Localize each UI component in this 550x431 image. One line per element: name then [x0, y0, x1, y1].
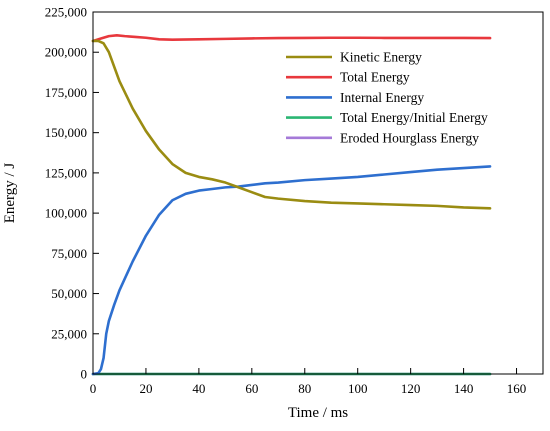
x-tick-label: 120: [401, 381, 421, 396]
y-tick-label: 100,000: [45, 206, 87, 221]
y-tick-label: 175,000: [45, 85, 87, 100]
x-tick-label: 80: [298, 381, 311, 396]
x-tick-label: 60: [245, 381, 258, 396]
x-axis: 0 20 40 60 80 100 120 140 160: [90, 368, 527, 396]
y-tick-label: 150,000: [45, 125, 87, 140]
y-tick-label: 25,000: [51, 326, 87, 341]
x-tick-label: 140: [454, 381, 474, 396]
series-line-internal-energy: [91, 165, 492, 376]
legend: Kinetic Energy Total Energy Internal Energ…: [286, 50, 488, 145]
y-axis-title: Energy / J: [2, 163, 18, 224]
y-tick-label: 75,000: [51, 246, 87, 261]
x-tick-label: 20: [139, 381, 152, 396]
x-tick-label: 100: [348, 381, 368, 396]
y-tick-label: 225,000: [45, 5, 87, 20]
series-line-total-energy: [91, 34, 492, 43]
y-tick-label: 200,000: [45, 45, 87, 60]
legend-label: Eroded Hourglass Energy: [340, 130, 479, 145]
y-tick-label: 50,000: [51, 286, 87, 301]
x-axis-title: Time / ms: [288, 405, 348, 421]
x-tick-label: 160: [507, 381, 527, 396]
legend-label: Internal Energy: [340, 90, 424, 105]
x-tick-label: 0: [90, 381, 97, 396]
legend-label: Total Energy: [340, 70, 410, 85]
y-tick-label: 125,000: [45, 165, 87, 180]
y-tick-label: 0: [81, 367, 88, 382]
series-layer: [91, 34, 492, 376]
legend-label: Kinetic Energy: [340, 50, 422, 65]
legend-label: Total Energy/Initial Energy: [340, 110, 488, 125]
plot-frame: [92, 11, 544, 375]
y-axis: 0 25,000 50,000 75,000 100,000 125,000 150,000…: [45, 5, 99, 382]
x-tick-label: 40: [192, 381, 205, 396]
series-line-kinetic-energy: [91, 39, 492, 210]
